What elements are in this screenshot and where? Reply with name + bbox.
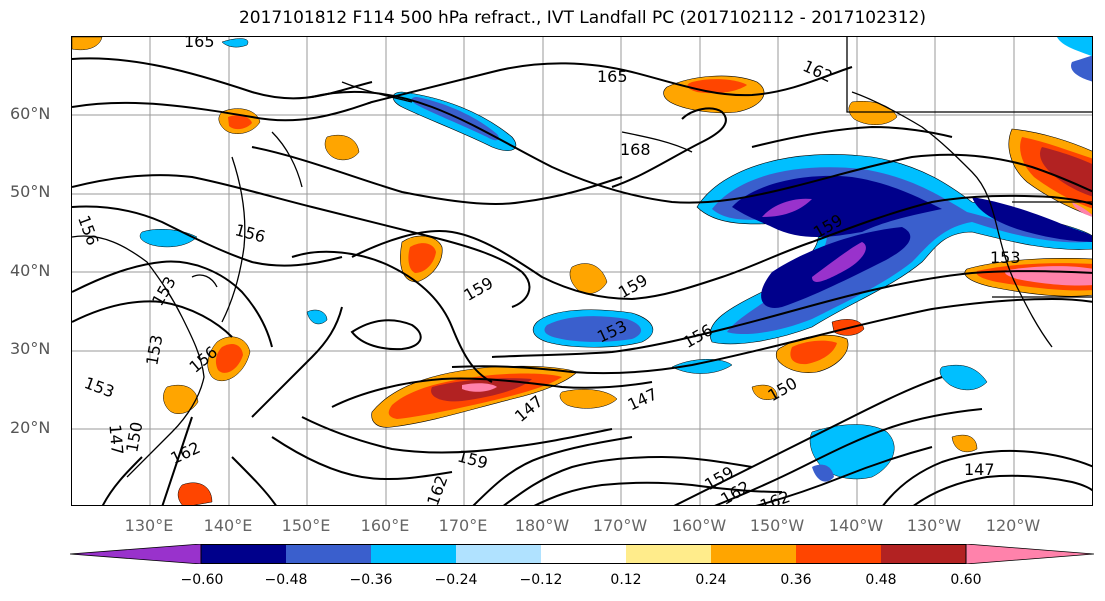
colorbar-bin-5 [541,544,626,564]
contour-label-147b: 147 [625,384,661,414]
colorbar-extend-min [70,544,202,564]
lon-label-130e: 130°E [124,516,174,535]
colorbar-bin-8 [796,544,881,564]
lon-label-150e: 150°E [281,516,331,535]
contour-label-150a: 150 [765,373,801,405]
lon-label-180w: 180°W [514,516,570,535]
colorbar-bin-6 [626,544,711,564]
map-canvas: 165 165 162 168 156 156 159 153 153 159 … [72,37,1092,506]
colorbar-bin-1 [201,544,286,564]
colorbar-tick-036: 0.36 [780,572,812,588]
colorbar-bin-3 [371,544,456,564]
contour-label-162c: 162 [423,473,451,506]
contour-label-147d: 147 [105,424,127,456]
lon-label-170w: 170°W [592,516,648,535]
contour-label-147c: 147 [964,460,995,479]
lat-label-40n: 40°N [10,261,51,280]
lat-label-20n: 20°N [10,418,51,437]
lon-label-140w: 140°W [828,516,884,535]
contour-label-159a: 159 [461,273,497,305]
contour-label-156c: 156 [680,320,716,352]
lon-label-140e: 140°E [203,516,253,535]
colorbar-tick-024: 0.24 [695,572,727,588]
positive-anomaly-cells [72,37,1092,505]
colorbar-bin-9 [881,544,966,564]
positive-anomaly-subtropical [371,365,578,428]
colorbar [70,544,1094,564]
colorbar-bin-7 [711,544,796,564]
colorbar-tick-m060: −0.60 [180,572,224,588]
lat-label-60n: 60°N [10,104,51,123]
map-panel: 165 165 162 168 156 156 159 153 153 159 … [71,36,1093,506]
map-title: 2017101812 F114 500 hPa refract., IVT La… [238,8,926,28]
lon-label-170e: 170°E [438,516,488,535]
negative-anomaly-pac-central [139,37,1092,482]
colorbar-tick-m012: −0.12 [519,572,563,588]
contour-label-153e: 153 [82,373,117,401]
lat-label-50n: 50°N [10,182,51,201]
colorbar-tick-060: 0.60 [950,572,982,588]
colorbar-tick-m036: −0.36 [349,572,393,588]
contour-label-165a: 165 [184,37,215,51]
colorbar-tick-012: 0.12 [610,572,642,588]
coastlines [72,37,1092,478]
contour-label-162e: 162 [757,487,792,506]
lon-label-130w: 130°W [906,516,962,535]
negative-anomaly-band [696,154,1092,345]
colorbar-bin-2 [286,544,371,564]
lon-label-150w: 150°W [749,516,805,535]
lat-label-30n: 30°N [10,339,51,358]
colorbar-extend-max [965,544,1094,564]
contour-label-153d: 153 [142,333,166,366]
lon-label-160e: 160°E [360,516,410,535]
contour-label-156b: 156 [233,220,267,246]
contour-label-156a: 156 [74,213,102,248]
contour-label-162b: 162 [168,438,204,468]
contour-label-153c: 153 [990,248,1021,267]
contour-label-168: 168 [620,140,651,159]
contour-label-165b: 165 [597,67,628,86]
colorbar-tick-m024: −0.24 [434,572,478,588]
contour-label-162a: 162 [800,56,836,86]
lon-label-160w: 160°W [671,516,727,535]
lon-label-120w: 120°W [985,516,1041,535]
colorbar-tick-m048: −0.48 [264,572,308,588]
colorbar-bin-4 [456,544,541,564]
height-contours [72,57,1092,505]
colorbar-tick-048: 0.48 [865,572,897,588]
